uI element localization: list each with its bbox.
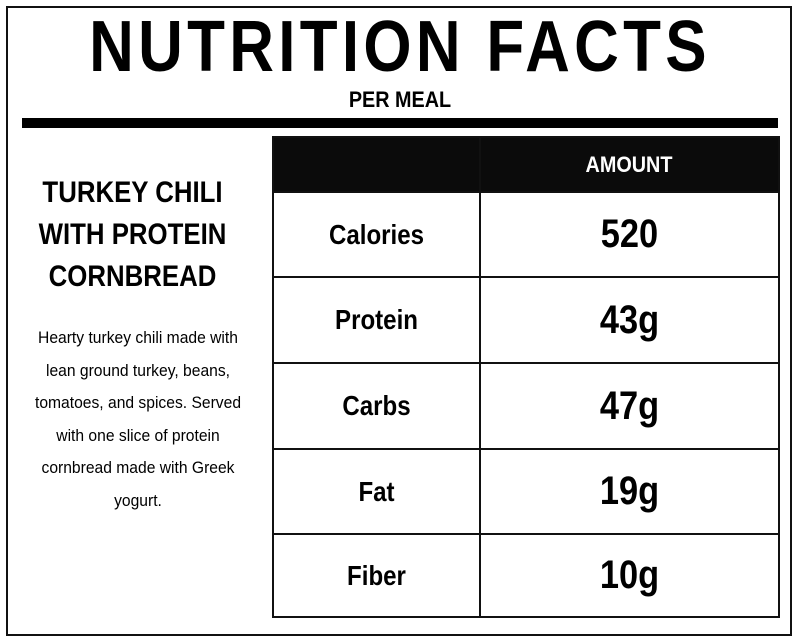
amount-column-header: AMOUNT <box>585 152 673 177</box>
row-value: 47g <box>599 383 660 428</box>
page-title: NUTRITION FACTS <box>89 7 711 87</box>
row-value: 19g <box>599 469 660 513</box>
meal-name: TURKEY CHILI WITH PROTEIN CORNBREAD <box>38 176 227 293</box>
table-header: AMOUNT <box>274 138 778 191</box>
row-label: Calories <box>328 218 425 250</box>
table-row-calories: Calories 520 <box>274 191 778 276</box>
meal-description: Hearty turkey chili made with lean groun… <box>34 328 242 510</box>
row-value: 520 <box>600 212 659 256</box>
page-subtitle: PER MEAL <box>348 87 452 112</box>
row-value: 43g <box>599 297 660 342</box>
row-value: 10g <box>599 553 660 597</box>
nutrition-facts-card <box>6 6 792 636</box>
table-row-carbs: Carbs 47g <box>274 362 778 448</box>
column-divider <box>479 138 481 616</box>
table-row-fat: Fat 19g <box>274 448 778 533</box>
row-label: Fat <box>358 475 395 507</box>
nutrition-table: AMOUNT Calories 520 Protein 43g Carbs 47… <box>272 136 780 618</box>
row-label: Protein <box>335 304 418 335</box>
row-label: Carbs <box>342 390 411 421</box>
row-label: Fiber <box>347 559 406 591</box>
table-row-protein: Protein 43g <box>274 276 778 362</box>
title-divider <box>22 118 778 128</box>
table-row-fiber: Fiber 10g <box>274 533 778 616</box>
